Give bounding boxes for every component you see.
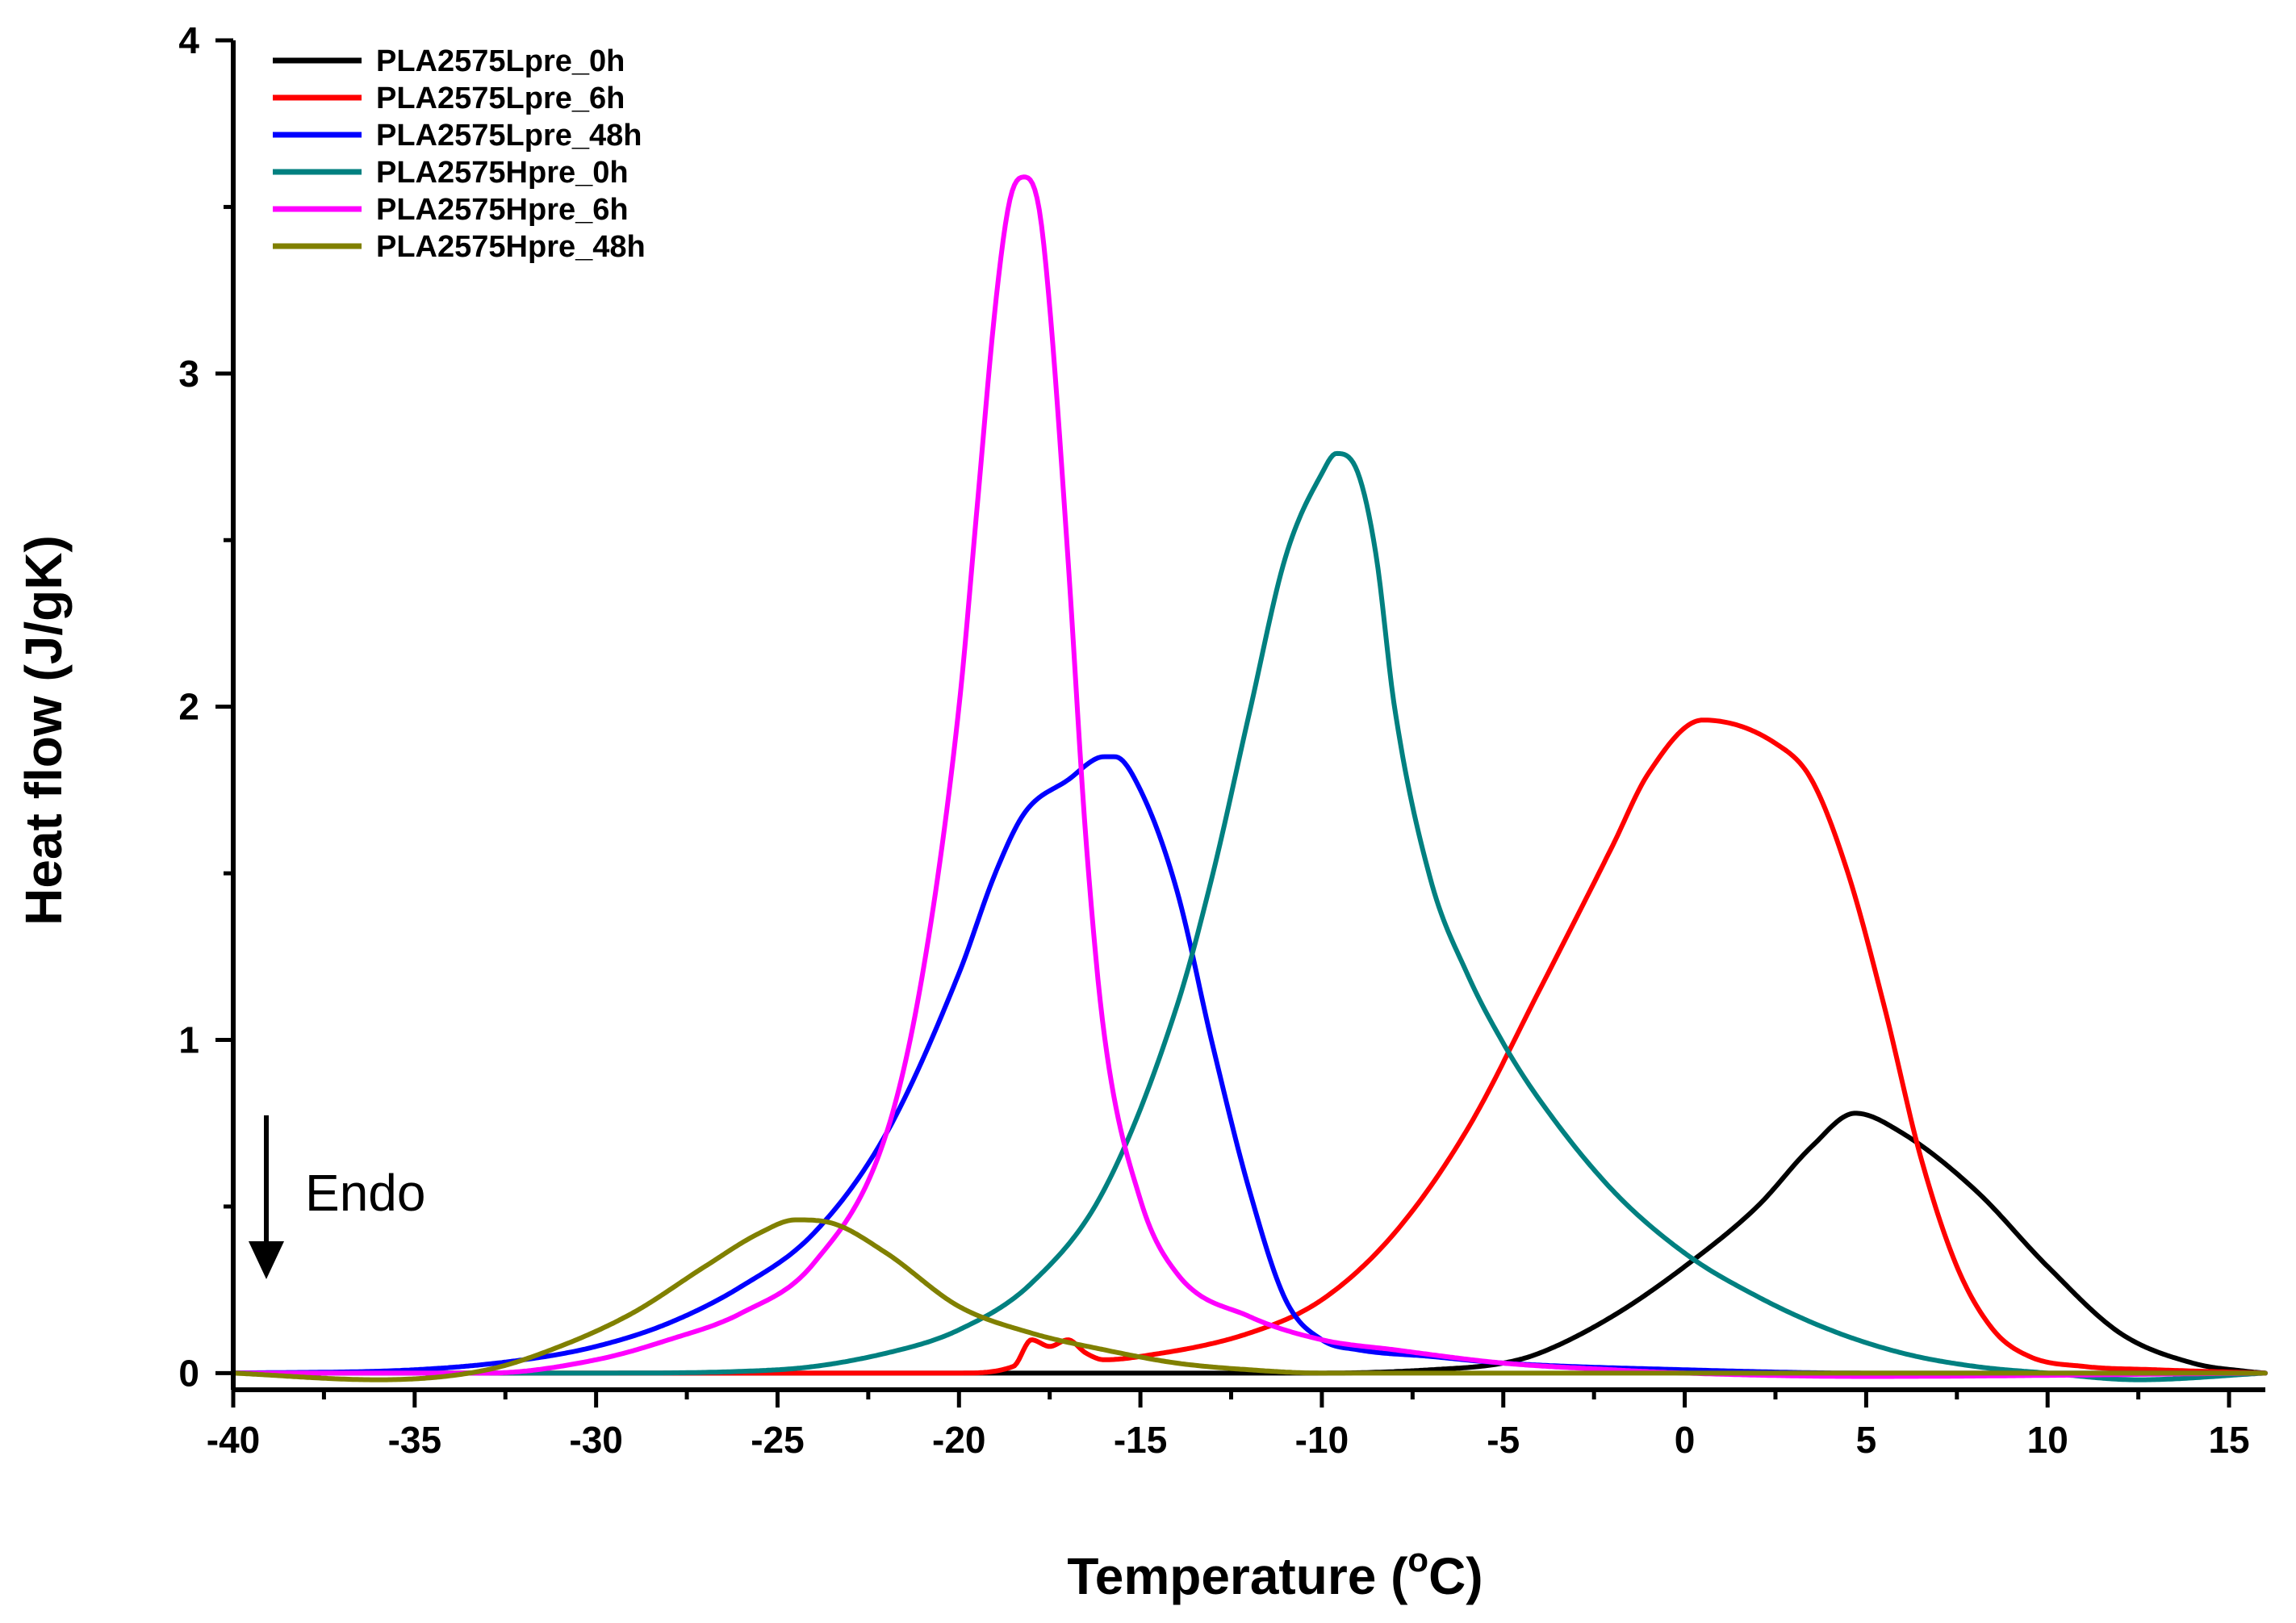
series-line-PLA2575Hpre_6h	[231, 174, 2268, 1379]
series-line-PLA2575Hpre_48h	[231, 1217, 2268, 1382]
x-axis-title: Temperature (oC)	[1067, 1541, 1483, 1605]
ticks-layer: -40 -35 -30 -25 -20 -15 -10 -5 0 5 10 15 0 1 2 3 4	[178, 19, 2249, 1461]
x-tick-label: -20	[932, 1419, 985, 1461]
legend-label: PLA2575Lpre_48h	[376, 119, 642, 153]
x-tick-label: -25	[751, 1419, 804, 1461]
x-tick-label: 0	[1675, 1419, 1696, 1461]
x-axis-title-unit: C)	[1428, 1547, 1483, 1605]
axes-layer	[231, 40, 2265, 1392]
y-tick-label: 4	[178, 19, 199, 61]
x-tick-label: 5	[1856, 1419, 1877, 1461]
endo-arrow-head-icon	[249, 1241, 284, 1279]
y-tick-label: 2	[178, 686, 199, 728]
legend-label: PLA2575Lpre_6h	[376, 82, 625, 115]
x-tick-label: -30	[569, 1419, 622, 1461]
x-tick-label: -40	[207, 1419, 260, 1461]
x-tick-label: 15	[2208, 1419, 2249, 1461]
series-line-PLA2575Lpre_6h	[231, 717, 2268, 1376]
series-line-PLA2575Hpre_0h	[231, 450, 2268, 1382]
x-tick-label: -15	[1114, 1419, 1167, 1461]
y-tick-label: 3	[178, 353, 199, 395]
legend-label: PLA2575Hpre_48h	[376, 230, 646, 264]
series-layer	[231, 174, 2268, 1382]
x-tick-label: -10	[1295, 1419, 1349, 1461]
x-tick-label: 10	[2027, 1419, 2068, 1461]
y-tick-label: 1	[178, 1019, 199, 1061]
legend-label: PLA2575Hpre_0h	[376, 156, 629, 190]
y-axis-title: Heat flow (J/gK)	[15, 535, 73, 926]
endo-annotation: Endo	[249, 1115, 425, 1279]
x-tick-label: -35	[388, 1419, 441, 1461]
x-axis-title-degree: o	[1407, 1541, 1428, 1579]
endo-annotation-label: Endo	[305, 1164, 425, 1222]
legend: PLA2575Lpre_0h PLA2575Lpre_6h PLA2575Lpre_…	[273, 44, 646, 264]
x-tick-label: -5	[1487, 1419, 1520, 1461]
legend-label: PLA2575Lpre_0h	[376, 44, 625, 78]
y-tick-label: 0	[178, 1352, 199, 1394]
legend-label: PLA2575Hpre_6h	[376, 193, 629, 227]
